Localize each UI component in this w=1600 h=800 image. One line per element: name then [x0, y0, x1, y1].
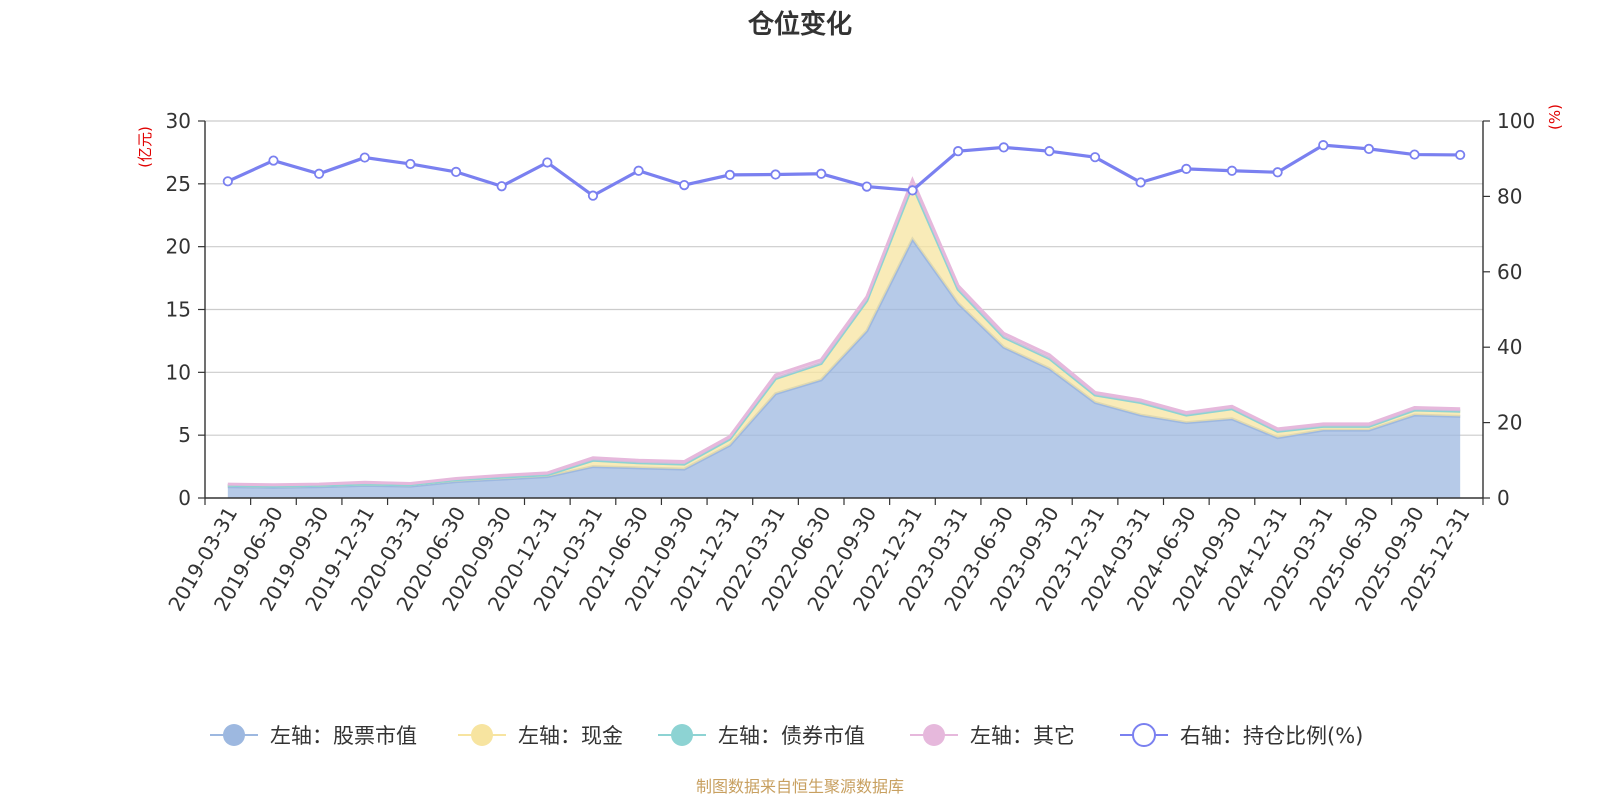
ratio-point — [1089, 152, 1101, 163]
ratio-point — [679, 179, 690, 191]
right-axis-tick-label: 40 — [1497, 335, 1522, 359]
right-axis-tick-label: 100 — [1497, 109, 1535, 133]
ratio-point — [1181, 163, 1192, 174]
ratio-point — [268, 155, 279, 166]
legend-label: 右轴：持仓比例(%) — [1180, 724, 1363, 748]
chart-title: 仓位变化 — [747, 9, 852, 40]
ratio-point — [907, 185, 918, 196]
ratio-point — [998, 142, 1009, 153]
area-fill — [227, 239, 1461, 499]
ratio-point — [1409, 149, 1420, 160]
right-axis-name: (%) — [1546, 104, 1564, 130]
ratio-point — [1044, 146, 1055, 157]
area-fill — [227, 185, 1461, 488]
ratio-point — [1272, 167, 1283, 178]
right-axis-tick-label: 80 — [1497, 184, 1522, 208]
ratio-point — [724, 169, 735, 181]
left-axis-tick-label: 30 — [166, 109, 191, 133]
left-axis-tick-label: 10 — [166, 360, 191, 384]
ratio-point — [314, 168, 325, 179]
legend-marker — [923, 724, 945, 746]
ratio-point — [450, 166, 462, 177]
legend-label: 左轴：现金 — [518, 724, 623, 748]
legend-label: 左轴：股票市值 — [270, 724, 417, 748]
left-axis-name: (亿元) — [136, 126, 154, 168]
ratio-point — [1318, 140, 1329, 151]
legend-marker — [1132, 723, 1156, 747]
ratio-line — [227, 143, 1461, 198]
ratio-point — [1455, 149, 1466, 161]
legend-marker — [671, 724, 693, 746]
ratio-point — [1363, 143, 1374, 154]
ratio-point — [953, 146, 964, 157]
left-axis-tick-label: 0 — [178, 486, 191, 510]
ratio-point — [1226, 165, 1238, 176]
legend-label: 左轴：债券市值 — [718, 724, 865, 748]
ratio-point — [816, 168, 827, 179]
left-axis-tick-label: 20 — [166, 235, 191, 259]
source-note: 制图数据来自恒生聚源数据库 — [696, 777, 904, 796]
ratio-point — [222, 176, 233, 187]
ratio-point — [359, 152, 370, 163]
legend-marker — [223, 724, 245, 746]
area-line — [227, 176, 1461, 487]
left-axis-tick-label: 15 — [166, 298, 191, 322]
ratio-point — [633, 165, 644, 176]
ratio-point — [496, 181, 507, 192]
area-series — [227, 176, 1461, 499]
ratio-point — [542, 157, 553, 168]
right-axis-tick-label: 0 — [1497, 486, 1510, 510]
legend-label: 左轴：其它 — [970, 724, 1075, 748]
left-axis-tick-label: 25 — [166, 172, 191, 196]
left-axis-tick-label: 5 — [178, 423, 191, 447]
legend-marker — [471, 724, 493, 746]
right-axis-tick-label: 20 — [1497, 411, 1522, 435]
ratio-point — [1135, 177, 1146, 188]
ratio-line-series — [222, 140, 1466, 201]
ratio-point — [861, 181, 872, 192]
ratio-point — [587, 190, 599, 201]
legend: 左轴：股票市值 左轴：现金 左轴：债券市值 左轴：其它 右轴：持仓比例(%) — [210, 723, 1363, 748]
right-axis-tick-label: 60 — [1497, 260, 1522, 284]
ratio-point — [405, 158, 416, 170]
ratio-point — [770, 169, 781, 180]
